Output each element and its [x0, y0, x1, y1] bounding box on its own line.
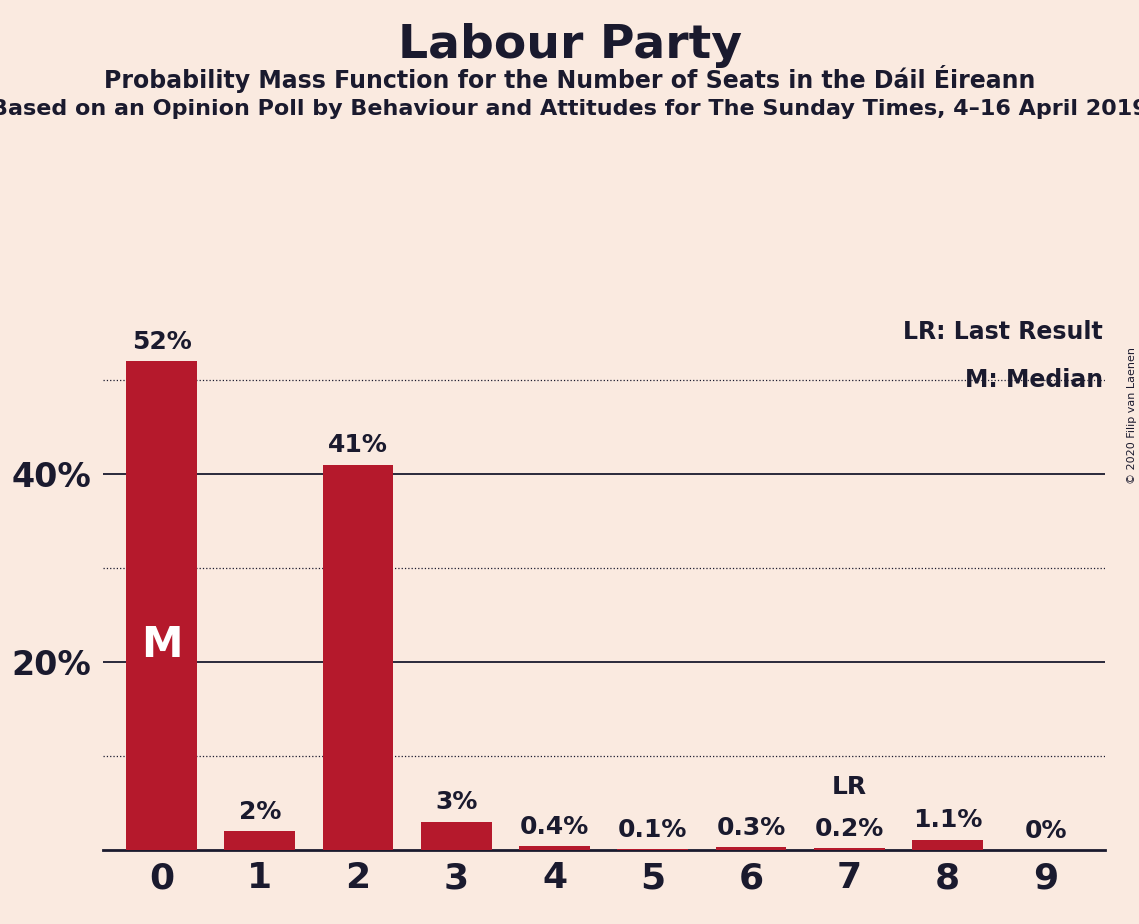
Text: Probability Mass Function for the Number of Seats in the Dáil Éireann: Probability Mass Function for the Number… [104, 65, 1035, 92]
Text: 1.1%: 1.1% [913, 808, 982, 833]
Bar [421, 821, 492, 850]
Bar [617, 849, 688, 850]
Bar [715, 847, 786, 850]
Text: 2%: 2% [238, 800, 281, 824]
Text: LR: LR [831, 775, 867, 799]
Text: LR: Last Result: LR: Last Result [903, 320, 1103, 344]
Text: 0.1%: 0.1% [618, 818, 688, 842]
Bar [224, 832, 295, 850]
Text: 3%: 3% [435, 790, 477, 814]
Bar [912, 840, 983, 850]
Text: M: Median: M: Median [965, 368, 1103, 392]
Bar [519, 846, 590, 850]
Text: Labour Party: Labour Party [398, 23, 741, 68]
Text: 41%: 41% [328, 433, 388, 457]
Bar [322, 465, 393, 850]
Text: 0.2%: 0.2% [814, 817, 884, 841]
Bar [814, 848, 885, 850]
Text: 0%: 0% [1025, 819, 1067, 843]
Bar [126, 361, 197, 850]
Text: 52%: 52% [132, 330, 191, 354]
Text: 0.3%: 0.3% [716, 816, 786, 840]
Text: Based on an Opinion Poll by Behaviour and Attitudes for The Sunday Times, 4–16 A: Based on an Opinion Poll by Behaviour an… [0, 99, 1139, 119]
Text: © 2020 Filip van Laenen: © 2020 Filip van Laenen [1126, 347, 1137, 484]
Text: M: M [141, 624, 182, 665]
Text: 0.4%: 0.4% [519, 815, 589, 839]
